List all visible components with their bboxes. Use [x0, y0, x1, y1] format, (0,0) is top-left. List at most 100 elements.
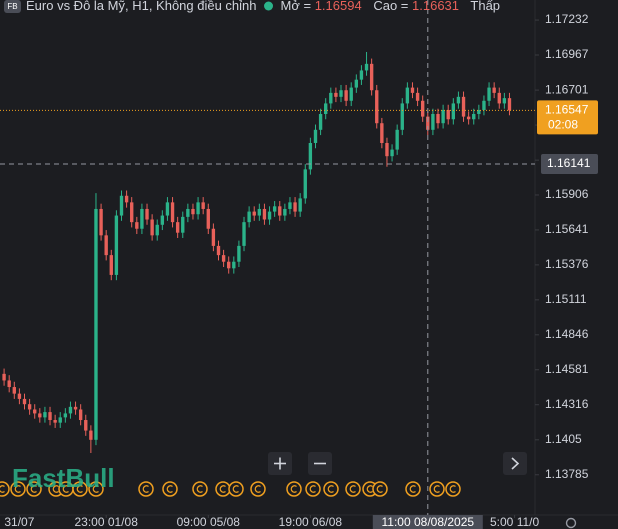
- event-icon-glyph: [0, 485, 5, 493]
- low-label: Thấp: [470, 0, 500, 13]
- event-icon-glyph: [309, 485, 316, 493]
- candle-body: [135, 222, 139, 229]
- event-icon: [429, 481, 445, 497]
- last-price-label: 1.16547: [545, 103, 589, 117]
- candle-body: [344, 90, 348, 101]
- event-icon: [228, 481, 244, 497]
- candle-body: [487, 87, 491, 101]
- event-icon-glyph: [92, 485, 99, 493]
- high-label: Cao =: [373, 0, 408, 13]
- candle-body: [191, 208, 195, 215]
- candle-body: [313, 129, 318, 143]
- candle-body: [165, 202, 170, 216]
- candle-body: [395, 129, 399, 150]
- candle-body: [329, 92, 333, 104]
- y-tick-label: 1.15906: [545, 187, 589, 201]
- candle-body: [201, 202, 205, 209]
- event-icon-glyph: [433, 485, 440, 493]
- candle-body: [446, 110, 450, 120]
- y-tick-label: 1.14581: [545, 362, 589, 376]
- candle-body: [186, 208, 190, 217]
- candle-body: [12, 387, 16, 394]
- zoom-in-button[interactable]: [268, 452, 292, 475]
- candle-body: [145, 208, 149, 220]
- candle-body: [48, 412, 52, 421]
- countdown-label: 02:08: [548, 118, 578, 132]
- event-icon-glyph: [290, 485, 297, 493]
- event-icon-glyph: [366, 485, 373, 493]
- candle-body: [22, 398, 27, 405]
- candle-body: [405, 87, 410, 104]
- candle-body: [99, 208, 103, 236]
- candle-body: [507, 98, 512, 111]
- y-tick-label: 1.17232: [545, 12, 589, 26]
- candle-body: [252, 211, 256, 216]
- last-price-box: [537, 100, 598, 135]
- candle-body: [308, 142, 313, 170]
- candle-body: [43, 412, 47, 418]
- open-label: Mở =: [281, 0, 312, 13]
- candle-body: [196, 202, 200, 215]
- candle-body: [160, 215, 165, 225]
- event-icon-glyph: [232, 485, 239, 493]
- candle-body: [318, 113, 323, 130]
- candle-body: [68, 406, 73, 414]
- event-icon-glyph: [409, 485, 416, 493]
- candle-body: [181, 216, 185, 233]
- candle-body: [124, 195, 129, 203]
- candle-body: [359, 70, 364, 80]
- candle-body: [150, 219, 154, 236]
- x-tick-label: 23:00 01/08: [74, 515, 138, 529]
- candle-body: [170, 202, 175, 223]
- candle-body: [400, 103, 404, 130]
- y-tick-label: 1.16701: [545, 82, 589, 96]
- candle-body: [477, 110, 481, 114]
- candle-body: [227, 261, 231, 269]
- candle-body: [441, 110, 445, 124]
- x-tick-label: 09:00 05/08: [177, 515, 241, 529]
- x-tick-label: 5:00 11/0: [490, 515, 539, 529]
- x-tick-label: 19:00 06/08: [279, 515, 343, 529]
- candle-body: [211, 228, 216, 246]
- x-tick-label: 31/07: [4, 515, 34, 529]
- event-icon: [250, 481, 266, 497]
- candle-body: [451, 103, 456, 120]
- candle-body: [436, 113, 440, 124]
- event-icon-glyph: [349, 485, 356, 493]
- candle-body: [84, 420, 88, 431]
- candle-body: [232, 261, 236, 269]
- ohlc: Mở = 1.16594 Cao = 1.16631 Thấp: [281, 0, 501, 13]
- scroll-right-button[interactable]: [503, 452, 527, 475]
- candle-body: [237, 245, 241, 262]
- candle-body: [380, 123, 384, 143]
- candle-body: [421, 100, 425, 117]
- event-icon-glyph: [196, 485, 203, 493]
- candle-body: [73, 406, 78, 410]
- candle-body: [2, 373, 6, 381]
- candle-body: [288, 202, 292, 209]
- candle-body: [155, 224, 159, 236]
- candle-body: [472, 113, 476, 120]
- candle-body: [221, 255, 226, 262]
- candle-body: [334, 92, 338, 97]
- candle-body: [257, 208, 262, 216]
- zoom-out-button[interactable]: [308, 452, 332, 475]
- event-icon-glyph: [76, 485, 83, 493]
- event-icon: [10, 481, 26, 497]
- candle-body: [456, 96, 461, 104]
- candle-body: [130, 202, 134, 223]
- candle-body: [461, 96, 466, 117]
- event-icon: [405, 481, 421, 497]
- event-icon: [305, 481, 321, 497]
- y-tick-label: 1.1405: [545, 432, 582, 446]
- settings-button[interactable]: [565, 517, 577, 529]
- y-tick-label: 1.15641: [545, 222, 589, 236]
- candle-body: [58, 417, 62, 423]
- event-icon: [215, 481, 231, 497]
- candle-body: [283, 208, 287, 216]
- y-tick-label: 1.15376: [545, 257, 589, 271]
- title: Euro vs Đô la Mỹ, H1, Không điều chỉnh: [26, 0, 257, 13]
- candle-body: [375, 90, 379, 124]
- event-icon: [88, 481, 104, 497]
- candle-body: [89, 430, 93, 440]
